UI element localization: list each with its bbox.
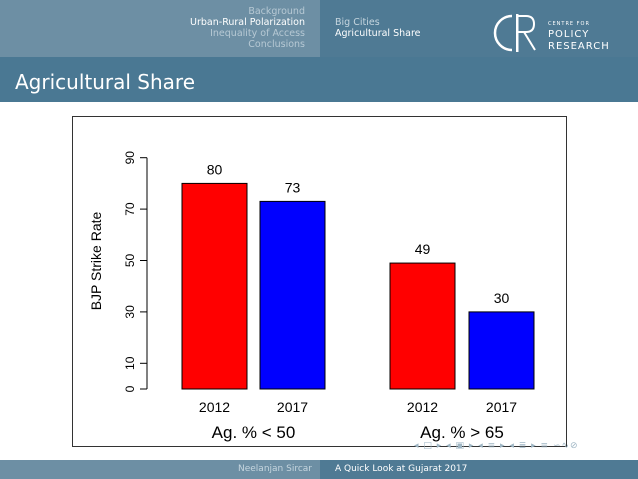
y-tick-label: 10	[123, 356, 137, 370]
bar-2012	[181, 182, 248, 390]
slide-title: Agricultural Share	[15, 70, 196, 94]
footer-right-panel: A Quick Look at Gujarat 2017	[320, 460, 638, 479]
y-tick-label: 70	[123, 202, 137, 216]
nav-section-urban-rural-polarization[interactable]: Urban-Rural Polarization	[190, 17, 305, 28]
footer-presentation-title: A Quick Look at Gujarat 2017	[335, 464, 468, 474]
y-tick-label: 30	[123, 305, 137, 319]
slide-title-bar	[0, 57, 638, 102]
nav-subsection-big-cities[interactable]: Big Cities	[335, 17, 380, 28]
x-tick-label-year: 2012	[407, 399, 438, 415]
nav-section-inequality-of-access[interactable]: Inequality of Access	[210, 28, 305, 39]
x-tick-label-year: 2012	[199, 399, 230, 415]
y-axis-label: BJP Strike Rate	[88, 212, 104, 311]
beamer-navigation-controls[interactable]: ◂ □ ▸ ◂ ▣ ▸ ◂ ≡ ▸ ◂ ≣ ▸ ≡ ∽∿⊘	[414, 441, 579, 451]
footer-bar: Neelanjan Sircar A Quick Look at Gujarat…	[0, 460, 638, 479]
x-tick-label-year: 2017	[486, 399, 517, 415]
logo-c-mark	[493, 14, 513, 52]
footer-author: Neelanjan Sircar	[238, 464, 312, 474]
logo-line-centre-for: CENTRE FOR	[548, 21, 590, 27]
logo-r-stem	[516, 14, 519, 52]
bar-2017	[468, 311, 535, 390]
bar-value-label: 73	[285, 179, 301, 195]
nav-section-background[interactable]: Background	[248, 6, 305, 17]
cpr-logo: CENTRE FOR POLICY RESEARCH	[493, 14, 610, 52]
y-tick-label: 0	[123, 385, 137, 392]
bar-2017	[259, 200, 326, 390]
nav-subsection-agricultural-share[interactable]: Agricultural Share	[335, 28, 421, 39]
footer-left-panel: Neelanjan Sircar	[0, 460, 320, 479]
logo-line-policy: POLICY	[548, 29, 589, 40]
bar-value-label: 80	[207, 161, 223, 177]
logo-r-mark	[518, 15, 536, 51]
x-group-label: Ag. % < 50	[212, 423, 296, 442]
bar-value-label: 49	[415, 241, 431, 257]
section-navigation-panel	[0, 0, 320, 57]
top-navigation-bar	[0, 0, 638, 57]
bar-2012	[389, 262, 456, 390]
x-tick-label-year: 2017	[277, 399, 308, 415]
logo-line-research: RESEARCH	[548, 41, 610, 52]
x-group-label: Ag. % > 65	[420, 423, 504, 442]
y-tick-label: 50	[123, 254, 137, 268]
nav-section-conclusions[interactable]: Conclusions	[248, 39, 305, 50]
y-tick-label: 90	[123, 151, 137, 165]
bar-value-label: 30	[494, 290, 510, 306]
